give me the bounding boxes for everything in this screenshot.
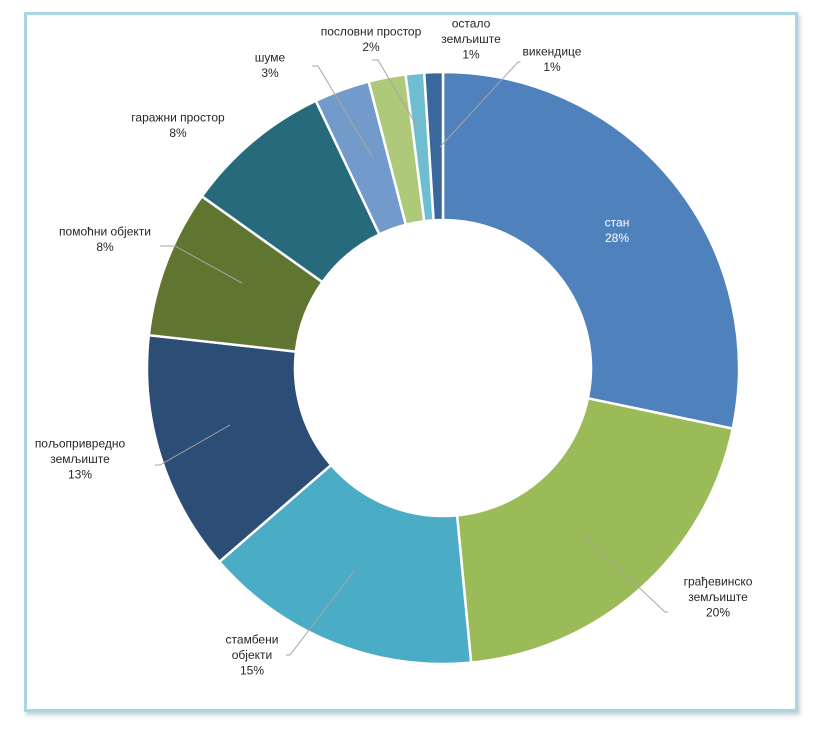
slice-10 <box>422 70 445 222</box>
data-label-8: пословни простор 2% <box>318 23 424 55</box>
data-label-value: 3% <box>261 66 279 80</box>
leader-line-2 <box>584 536 668 613</box>
data-label-1: стан 28% <box>602 214 632 246</box>
data-label-value: 1% <box>543 60 561 74</box>
data-label-5: помоћни објекти 8% <box>57 223 153 255</box>
data-label-10: викендице 1% <box>520 43 584 75</box>
data-label-category: викендице <box>523 44 582 58</box>
leader-line-8 <box>372 59 419 129</box>
data-label-category: гаражни простор <box>131 110 225 124</box>
data-label-value: 1% <box>462 48 480 62</box>
data-label-category: земљиште <box>441 32 501 46</box>
data-label-category: остало <box>452 17 491 31</box>
data-label-category: земљиште <box>50 452 110 466</box>
data-label-value: 28% <box>605 231 629 245</box>
labels-group: стан28%грађевинскоземљиште20%стамбениобј… <box>32 15 755 679</box>
data-label-value: 13% <box>68 468 92 482</box>
data-label-category: пословни простор <box>321 24 422 38</box>
leader-line-7 <box>312 65 374 159</box>
slices-group <box>145 70 741 666</box>
data-label-category: стамбени <box>226 633 279 647</box>
data-label-value: 8% <box>96 240 114 254</box>
data-label-category: помоћни објекти <box>59 224 151 238</box>
data-label-category: шуме <box>255 50 286 64</box>
data-label-value: 20% <box>706 606 730 620</box>
leader-line-4 <box>155 424 231 466</box>
leader-line-3 <box>286 569 356 656</box>
slice-1 <box>441 70 741 431</box>
data-label-category: стан <box>605 215 630 229</box>
data-label-6: гаражни простор 8% <box>129 109 228 141</box>
data-label-category: пољопривредно <box>35 437 126 451</box>
data-label-value: 8% <box>169 126 187 140</box>
data-label-category: објекти <box>232 648 272 662</box>
data-label-value: 15% <box>240 664 264 678</box>
data-label-category: грађевинско <box>684 575 753 589</box>
slice-3 <box>217 463 473 666</box>
data-label-category: земљиште <box>688 590 748 604</box>
leader-line-5 <box>160 245 243 284</box>
data-label-7: шуме 3% <box>252 49 288 81</box>
slice-2 <box>455 396 735 665</box>
slice-4 <box>145 333 333 564</box>
data-label-value: 2% <box>362 40 380 54</box>
